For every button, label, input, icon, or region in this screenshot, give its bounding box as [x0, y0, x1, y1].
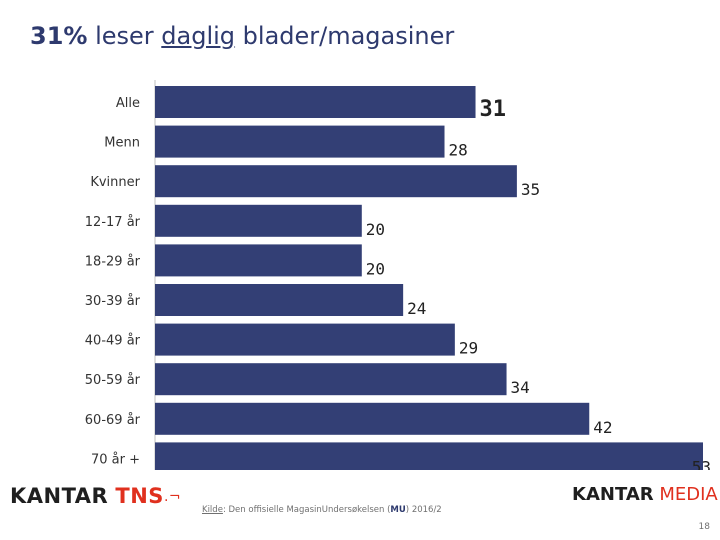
category-label-70-ar-plus: 70 år + — [91, 452, 140, 467]
value-label-60-69-ar: 42 — [593, 418, 612, 437]
bar-70-ar-plus — [155, 442, 703, 470]
kantar-tns-logo: KANTAR TNS.¬ — [10, 484, 182, 508]
bar-40-49-ar — [155, 323, 455, 356]
chart-title: 31% leser daglig blader/magasiner — [30, 22, 454, 50]
value-label-18-29-ar: 20 — [366, 259, 385, 278]
bar-60-69-ar — [155, 402, 590, 435]
value-label-30-39-ar: 24 — [407, 299, 426, 318]
bar-30-39-ar — [155, 284, 404, 316]
value-label-40-49-ar: 29 — [459, 339, 478, 358]
value-label-70-ar-plus: 53 — [692, 457, 711, 470]
title-underlined: daglig — [161, 22, 236, 50]
category-label-12-17-ar: 12-17 år — [85, 215, 141, 230]
value-label-alle: 31 — [480, 97, 507, 122]
category-label-18-29-ar: 18-29 år — [85, 254, 141, 269]
value-label-12-17-ar: 20 — [366, 220, 385, 239]
category-label-menn: Menn — [104, 136, 140, 151]
title-highlight: 31% — [30, 22, 88, 50]
bar-18-29-ar — [155, 244, 362, 277]
source-label: Kilde — [202, 505, 223, 515]
bar-kvinner — [155, 165, 517, 198]
bar-50-59-ar — [155, 363, 507, 396]
category-label-30-39-ar: 30-39 år — [85, 294, 141, 309]
category-label-alle: Alle — [116, 96, 140, 111]
page-number: 18 — [698, 522, 710, 532]
title-part-1: leser — [87, 22, 162, 50]
bar-chart: Alle 31 Menn 28 Kvinner 35 12-17 år 20 18-29 år 2… — [85, 80, 711, 470]
value-label-menn: 28 — [449, 141, 468, 160]
bar-menn — [155, 125, 445, 158]
category-label-kvinner: Kvinner — [90, 175, 140, 190]
title-part-2: blader/magasiner — [235, 22, 455, 50]
value-label-50-59-ar: 34 — [511, 378, 530, 397]
category-label-50-59-ar: 50-59 år — [85, 373, 141, 388]
source-note: Kilde: Den offisielle MagasinUndersøkels… — [202, 505, 442, 515]
mu-mark: MU — [390, 505, 406, 515]
category-label-60-69-ar: 60-69 år — [85, 413, 141, 428]
category-label-40-49-ar: 40-49 år — [85, 334, 141, 349]
value-label-kvinner: 35 — [521, 180, 540, 199]
bar-alle — [155, 86, 476, 118]
bar-12-17-ar — [155, 204, 362, 237]
kantar-media-logo: KANTAR MEDIA — [572, 484, 718, 505]
